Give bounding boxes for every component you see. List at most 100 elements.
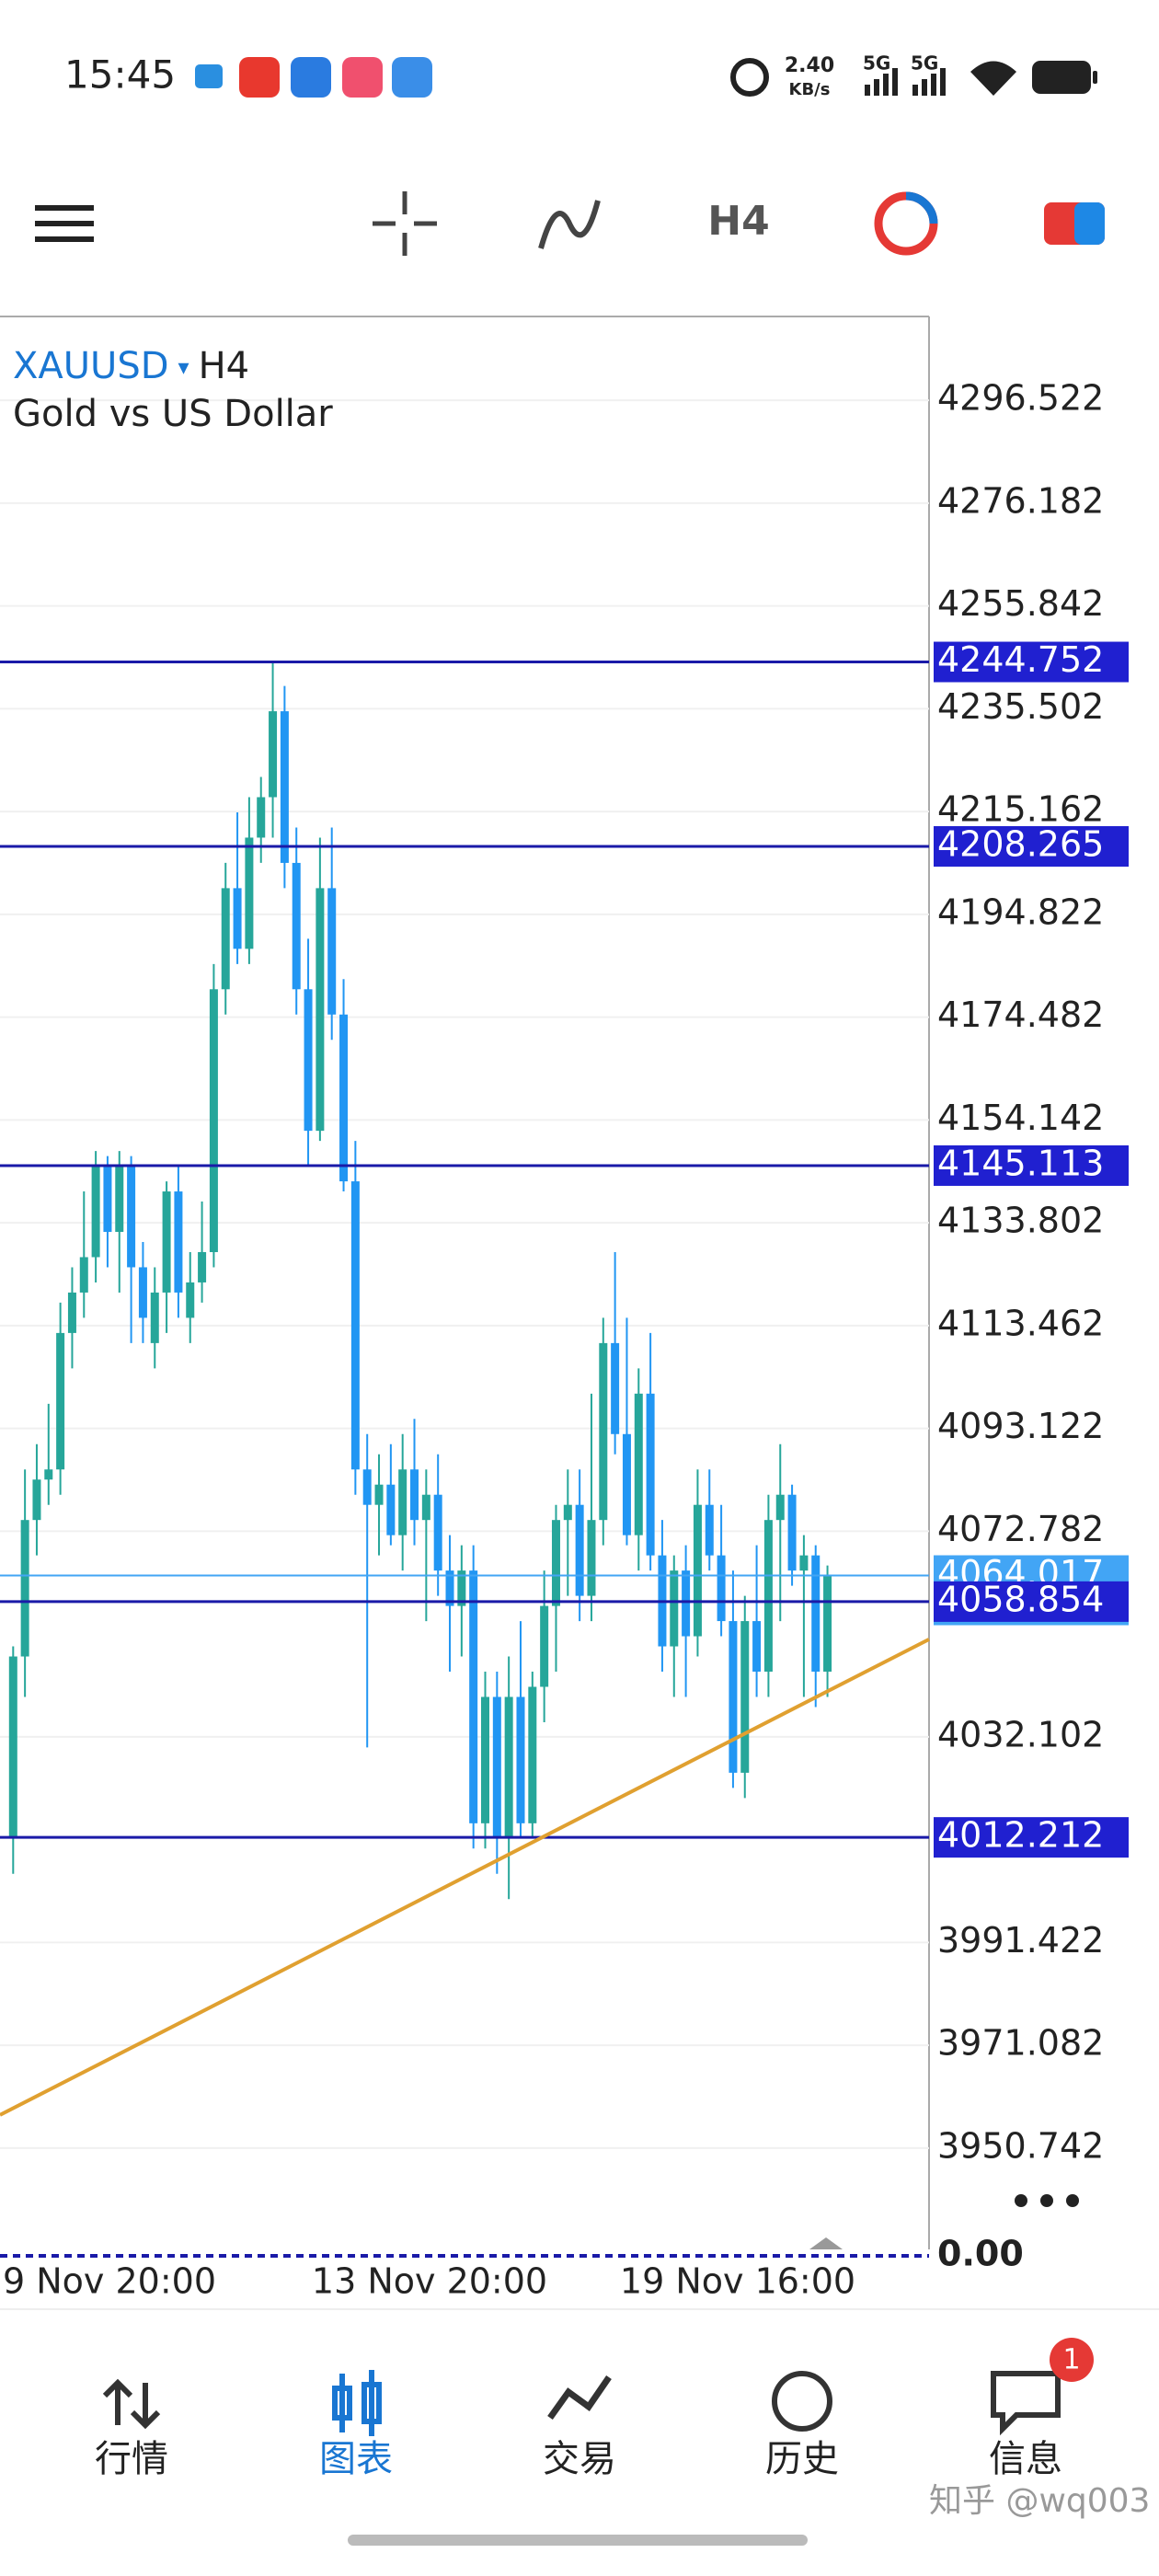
y-tick-label: 3950.742: [937, 2125, 1104, 2166]
trendline[interactable]: [0, 1638, 930, 2117]
level-label: 4208.265: [937, 823, 1104, 864]
y-tick-label: 4113.462: [937, 1303, 1104, 1343]
more-dots[interactable]: [1015, 2194, 1079, 2207]
nav-icon: [991, 2371, 1061, 2436]
indicators-button[interactable]: [538, 200, 601, 249]
nav-label[interactable]: 图表: [319, 2438, 393, 2480]
y-tick-label: 4133.802: [937, 1201, 1104, 1241]
net-speed: 2.40: [785, 54, 834, 77]
candle-body: [127, 1166, 136, 1268]
y-tick-label: 4194.822: [937, 891, 1104, 932]
watermark: 知乎 @wq003: [929, 2482, 1150, 2520]
candle-body: [469, 1570, 478, 1823]
y-tick-label: 4296.522: [937, 378, 1104, 419]
level-label-bg: [934, 825, 1129, 867]
candle-body: [32, 1479, 41, 1521]
candle-body: [551, 1520, 560, 1606]
crosshair-button[interactable]: [373, 191, 437, 256]
candle-body: [421, 1494, 430, 1521]
candle-body: [763, 1520, 773, 1673]
y-tick-label: 4154.142: [937, 1098, 1104, 1138]
candle-body: [327, 888, 337, 1015]
net-unit: KB/s: [789, 80, 831, 99]
candle-body: [433, 1494, 442, 1571]
home-indicator[interactable]: [348, 2535, 808, 2546]
candle-body: [138, 1267, 147, 1318]
chart-symbol[interactable]: XAUUSD ▾ H4: [13, 345, 249, 387]
timeframe-button[interactable]: H4: [707, 198, 769, 245]
price-axis: 4296.522 4276.182 4255.842 4235.502 4215.162…: [934, 378, 1129, 2166]
candle-body: [729, 1621, 738, 1773]
candle-body: [410, 1469, 419, 1521]
candle-body: [221, 888, 230, 990]
candle-body: [245, 837, 254, 949]
candle-body: [304, 989, 313, 1132]
candle-body: [445, 1570, 454, 1606]
candle-body: [257, 797, 266, 838]
app-icons: [195, 57, 432, 98]
candle-body: [799, 1555, 809, 1571]
candle-body: [457, 1570, 466, 1606]
x-tick-label: 19 Nov 16:00: [620, 2261, 855, 2302]
y-tick-label: 3971.082: [937, 2023, 1104, 2064]
nav-label[interactable]: 信息: [989, 2438, 1062, 2480]
alarm-icon: [730, 58, 769, 97]
nav-label[interactable]: 交易: [543, 2438, 616, 2480]
candle-body: [362, 1469, 372, 1505]
nav-icon: [332, 2370, 382, 2436]
candle-body: [350, 1181, 360, 1470]
x-tick-label: 9 Nov 20:00: [3, 2261, 216, 2302]
candle-body: [634, 1393, 643, 1535]
candle-body: [103, 1166, 112, 1233]
candle-body: [233, 888, 242, 949]
candle-body: [67, 1292, 76, 1333]
candle-body: [91, 1166, 100, 1258]
candle-body: [56, 1332, 65, 1470]
candle-body: [8, 1656, 17, 1839]
menu-button[interactable]: [35, 205, 94, 242]
trade-button-half: [1074, 202, 1105, 245]
level-label: 4244.752: [937, 639, 1104, 680]
y-tick-label: 4215.162: [937, 789, 1104, 830]
candle-body: [492, 1696, 501, 1839]
candle-body: [150, 1292, 159, 1343]
candle-body: [705, 1504, 714, 1556]
candle-body: [670, 1570, 679, 1647]
level-label-bg: [934, 1144, 1129, 1186]
candle-body: [209, 989, 218, 1252]
candle-body: [787, 1494, 797, 1571]
candle-body: [587, 1520, 596, 1596]
battery-tip: [1093, 71, 1097, 84]
volume-label: 0.00: [937, 2234, 1024, 2274]
nav-icon: [772, 2371, 832, 2432]
candle-body: [186, 1282, 195, 1318]
candle-body: [79, 1257, 88, 1293]
candle-body: [611, 1342, 620, 1434]
candle-body: [504, 1696, 513, 1839]
nav-icon: [102, 2378, 161, 2430]
level-label-bg: [934, 1581, 1129, 1622]
y-tick-label: 4174.482: [937, 995, 1104, 1035]
nav-label[interactable]: 历史: [765, 2438, 839, 2480]
nav-label[interactable]: 行情: [95, 2438, 168, 2480]
candle-body: [162, 1191, 171, 1293]
symbol[interactable]: XAUUSD: [13, 345, 169, 387]
level-label: 4058.854: [937, 1579, 1104, 1619]
candle-body: [775, 1494, 785, 1521]
candle-body: [374, 1484, 384, 1505]
candle-body: [752, 1621, 762, 1673]
candle-body: [811, 1555, 820, 1673]
candle-body: [516, 1696, 525, 1823]
bottom-nav: 行情 图表 交易 历史 信息: [95, 2438, 1062, 2480]
y-tick-label: 4093.122: [937, 1406, 1104, 1446]
candle-body: [269, 711, 278, 798]
plot: [0, 661, 930, 2117]
candle-body: [386, 1484, 396, 1535]
candle-body: [481, 1696, 489, 1823]
candle-body: [693, 1504, 702, 1637]
level-label-bg: [934, 641, 1129, 683]
candle-body: [682, 1570, 691, 1637]
battery-icon: [1032, 61, 1091, 94]
scroll-marker[interactable]: [809, 2237, 843, 2249]
